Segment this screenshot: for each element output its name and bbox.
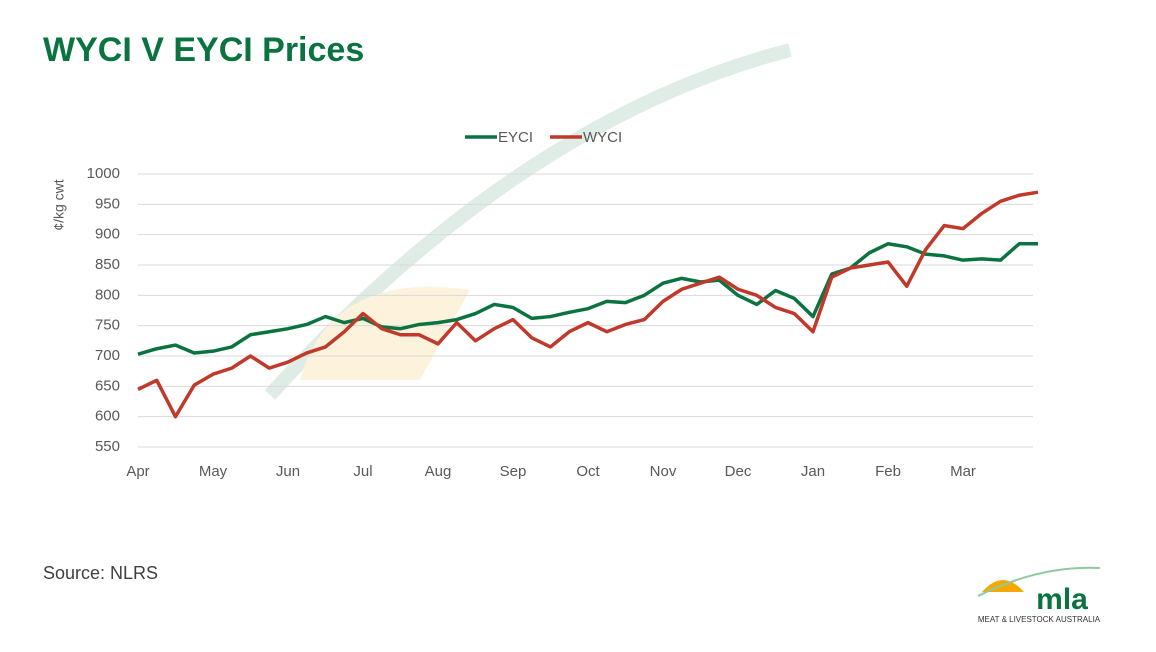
- x-tick-label: Mar: [950, 463, 976, 480]
- series-line: [137, 190, 1039, 419]
- y-tick-label: 900: [95, 226, 120, 243]
- y-axis-label: ¢/kg cwt: [51, 179, 67, 230]
- y-tick-label: 950: [95, 195, 120, 212]
- legend-label: WYCI: [583, 129, 622, 146]
- y-tick-label: 700: [95, 347, 120, 364]
- y-tick-label: 850: [95, 256, 120, 273]
- x-tick-label: Aug: [425, 463, 452, 480]
- chart-title: WYCI V EYCI Prices: [43, 31, 364, 69]
- x-tick-label: Apr: [126, 463, 149, 480]
- x-tick-label: Jul: [353, 463, 372, 480]
- y-tick-label: 1000: [87, 165, 120, 182]
- x-tick-label: Jan: [801, 463, 825, 480]
- y-tick-label: 600: [95, 408, 120, 425]
- x-tick-label: Dec: [725, 463, 752, 480]
- y-tick-label: 550: [95, 438, 120, 455]
- legend-label: EYCI: [498, 129, 533, 146]
- y-tick-label: 800: [95, 286, 120, 303]
- x-tick-label: Sep: [500, 463, 527, 480]
- plot: 550 600 650 700 750 800 850 900 950 1000 Apr May Jun…: [87, 129, 1039, 480]
- x-tick-label: Oct: [576, 463, 600, 480]
- x-tick-label: Nov: [650, 463, 677, 480]
- source: Source: NLRS: [43, 563, 158, 583]
- x-tick-label: May: [199, 463, 228, 480]
- series-line: [137, 242, 1038, 356]
- logo: mla MEAT & LIVESTOCK AUSTRALIA: [977, 566, 1101, 624]
- logo-text: mla: [1036, 583, 1088, 616]
- watermark: [264, 43, 792, 400]
- y-tick-label: 750: [95, 317, 120, 334]
- x-tick-label: Feb: [875, 463, 901, 480]
- y-tick-label: 650: [95, 377, 120, 394]
- logo-subtitle: MEAT & LIVESTOCK AUSTRALIA: [978, 615, 1101, 624]
- x-tick-label: Jun: [276, 463, 300, 480]
